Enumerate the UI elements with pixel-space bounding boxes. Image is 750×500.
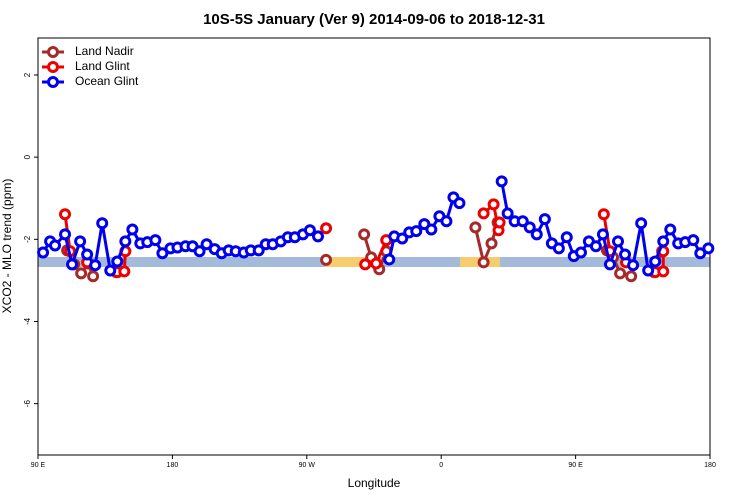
- data-point: [49, 239, 62, 252]
- data-point: [396, 232, 409, 245]
- y-tick-label: -2: [23, 235, 32, 243]
- data-point: [359, 258, 372, 271]
- y-tick-label: 0: [23, 154, 32, 159]
- legend-label: Land Nadir: [75, 44, 134, 58]
- x-tick-label: 180: [167, 462, 179, 469]
- legend-marker: [47, 61, 59, 73]
- data-point: [516, 215, 529, 228]
- data-point: [118, 265, 131, 278]
- data-point: [59, 228, 72, 241]
- data-point: [495, 175, 508, 188]
- y-tick-label: -6: [23, 400, 32, 408]
- data-point: [312, 230, 324, 243]
- data-point: [635, 217, 648, 230]
- data-point: [320, 222, 333, 235]
- legend-label: Land Glint: [75, 59, 130, 73]
- data-point: [477, 207, 490, 220]
- data-point: [477, 256, 490, 269]
- x-tick-label: 90 E: [31, 462, 46, 469]
- data-point: [320, 253, 333, 266]
- data-point: [485, 237, 498, 250]
- data-point: [687, 234, 700, 247]
- data-point: [530, 228, 543, 241]
- y-tick-label: 2: [23, 72, 32, 77]
- x-tick-label: 180: [704, 462, 716, 469]
- data-point: [664, 223, 677, 236]
- data-point: [657, 235, 670, 248]
- data-point: [694, 247, 707, 260]
- data-point: [574, 246, 587, 259]
- x-axis-label: Longitude: [348, 476, 401, 490]
- data-point: [370, 257, 383, 270]
- data-point: [493, 216, 506, 229]
- data-point: [74, 235, 87, 248]
- data-point: [560, 231, 573, 244]
- data-point: [702, 242, 715, 255]
- data-point: [597, 208, 610, 221]
- land-band: [325, 257, 365, 267]
- data-point: [156, 247, 169, 260]
- data-point: [453, 197, 466, 210]
- data-point: [81, 248, 94, 261]
- data-point: [149, 234, 162, 247]
- data-point: [303, 224, 316, 237]
- data-point: [625, 270, 638, 283]
- legend-marker: [47, 46, 59, 58]
- data-point: [66, 258, 79, 271]
- data-point: [126, 223, 139, 236]
- data-point: [642, 264, 655, 277]
- x-tick-label: 0: [439, 462, 443, 469]
- data-point: [59, 208, 72, 221]
- data-point: [96, 217, 109, 230]
- data-point: [358, 228, 371, 241]
- data-point: [104, 264, 117, 277]
- data-point: [614, 267, 627, 280]
- data-point: [619, 248, 632, 261]
- chart-title: 10S-5S January (Ver 9) 2014-09-06 to 201…: [203, 11, 545, 28]
- data-point: [193, 245, 206, 258]
- data-point: [383, 253, 396, 266]
- data-point: [410, 225, 423, 238]
- data-point: [111, 255, 124, 268]
- data-point: [87, 270, 100, 283]
- data-point: [589, 240, 602, 253]
- data-point: [501, 207, 514, 220]
- y-tick-label: -4: [23, 317, 32, 325]
- data-point: [596, 228, 609, 241]
- x-tick-label: 90 W: [299, 462, 316, 469]
- data-point: [523, 221, 536, 234]
- data-point: [657, 265, 670, 278]
- data-point: [487, 198, 500, 211]
- data-point: [627, 259, 640, 272]
- legend-marker: [47, 76, 59, 88]
- data-point: [469, 221, 482, 234]
- y-axis-label: XCO2 - MLO trend (ppm): [0, 179, 14, 314]
- data-point: [252, 244, 265, 257]
- x-tick-label: 90 E: [568, 462, 583, 469]
- data-point: [200, 238, 213, 251]
- data-point: [649, 255, 662, 268]
- data-point: [37, 246, 50, 259]
- data-point: [440, 215, 453, 228]
- data-point: [119, 235, 132, 248]
- data-point: [552, 242, 565, 255]
- data-point: [603, 258, 616, 271]
- data-point: [538, 213, 551, 226]
- data-point: [612, 235, 625, 248]
- data-point: [75, 267, 88, 280]
- legend-label: Ocean Glint: [75, 74, 139, 88]
- data-point: [425, 223, 438, 236]
- data-point: [89, 259, 102, 272]
